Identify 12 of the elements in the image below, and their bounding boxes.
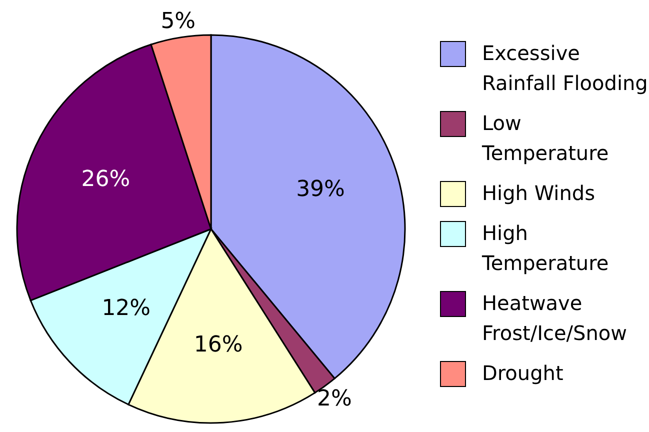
data-label: 5% (160, 9, 196, 34)
legend-label: Excessive Rainfall Flooding (482, 40, 649, 97)
data-label: 2% (316, 386, 352, 412)
legend-label: High Winds (482, 180, 596, 207)
legend-label: Low Temperature (482, 110, 610, 167)
legend-label: Heatwave Frost/Ice/Snow (482, 290, 628, 347)
data-label: 12% (102, 296, 151, 322)
data-label: 26% (81, 166, 130, 192)
data-label: 16% (194, 332, 243, 358)
data-label: 39% (296, 177, 345, 202)
legend-label: High Temperature (482, 220, 610, 277)
legend-label: Drought (482, 360, 564, 387)
